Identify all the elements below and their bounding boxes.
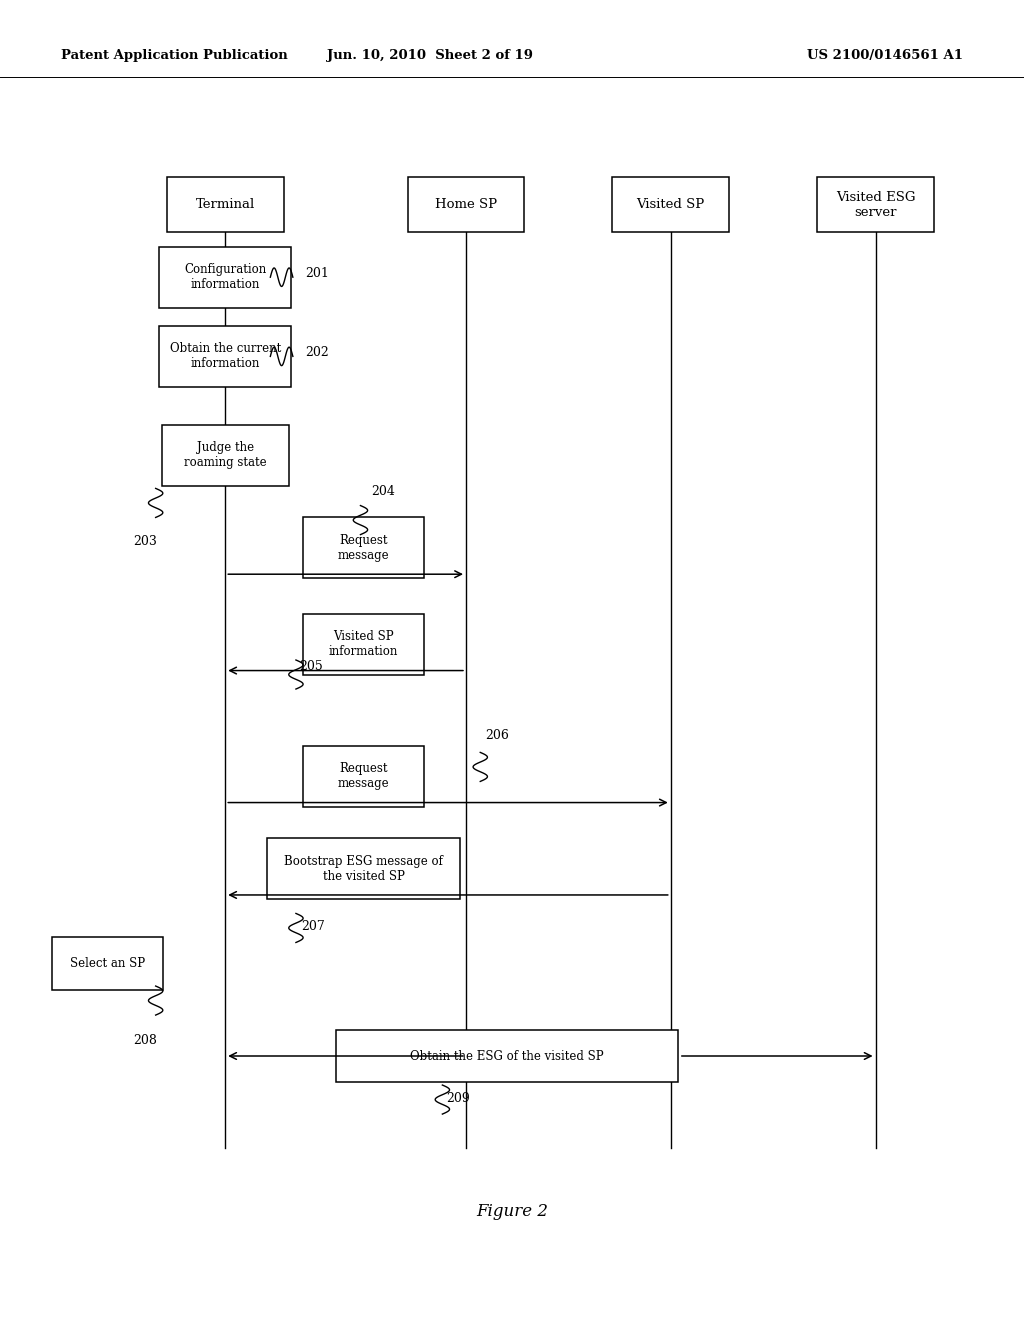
FancyBboxPatch shape (162, 425, 289, 486)
Text: Visited SP: Visited SP (637, 198, 705, 211)
Text: US 2100/0146561 A1: US 2100/0146561 A1 (807, 49, 963, 62)
FancyBboxPatch shape (303, 746, 424, 807)
Text: 201: 201 (305, 267, 329, 280)
Text: 206: 206 (485, 729, 509, 742)
FancyBboxPatch shape (336, 1030, 678, 1082)
FancyBboxPatch shape (160, 247, 291, 308)
FancyBboxPatch shape (817, 177, 934, 232)
Text: 204: 204 (371, 484, 394, 498)
Text: Jun. 10, 2010  Sheet 2 of 19: Jun. 10, 2010 Sheet 2 of 19 (327, 49, 534, 62)
FancyBboxPatch shape (303, 614, 424, 675)
Text: Judge the
roaming state: Judge the roaming state (184, 441, 266, 470)
Text: 205: 205 (299, 660, 323, 673)
Text: Visited SP
information: Visited SP information (329, 630, 398, 659)
Text: 208: 208 (133, 1034, 157, 1047)
Text: Select an SP: Select an SP (70, 957, 145, 970)
Text: Terminal: Terminal (196, 198, 255, 211)
Text: 209: 209 (446, 1092, 470, 1105)
FancyBboxPatch shape (160, 326, 291, 387)
Text: Visited ESG
server: Visited ESG server (836, 190, 915, 219)
Text: Figure 2: Figure 2 (476, 1204, 548, 1220)
Text: Configuration
information: Configuration information (184, 263, 266, 292)
FancyBboxPatch shape (266, 838, 460, 899)
Text: Request
message: Request message (338, 762, 389, 791)
Text: Patent Application Publication: Patent Application Publication (61, 49, 288, 62)
FancyBboxPatch shape (612, 177, 729, 232)
Text: Obtain the current
information: Obtain the current information (170, 342, 281, 371)
Text: Obtain the ESG of the visited SP: Obtain the ESG of the visited SP (410, 1049, 604, 1063)
FancyBboxPatch shape (408, 177, 524, 232)
Text: Request
message: Request message (338, 533, 389, 562)
Text: 203: 203 (133, 535, 157, 548)
FancyBboxPatch shape (303, 517, 424, 578)
Text: 202: 202 (305, 346, 329, 359)
Text: Home SP: Home SP (435, 198, 497, 211)
FancyBboxPatch shape (167, 177, 284, 232)
Text: 207: 207 (301, 920, 325, 933)
Text: Bootstrap ESG message of
the visited SP: Bootstrap ESG message of the visited SP (284, 854, 443, 883)
FancyBboxPatch shape (51, 937, 164, 990)
